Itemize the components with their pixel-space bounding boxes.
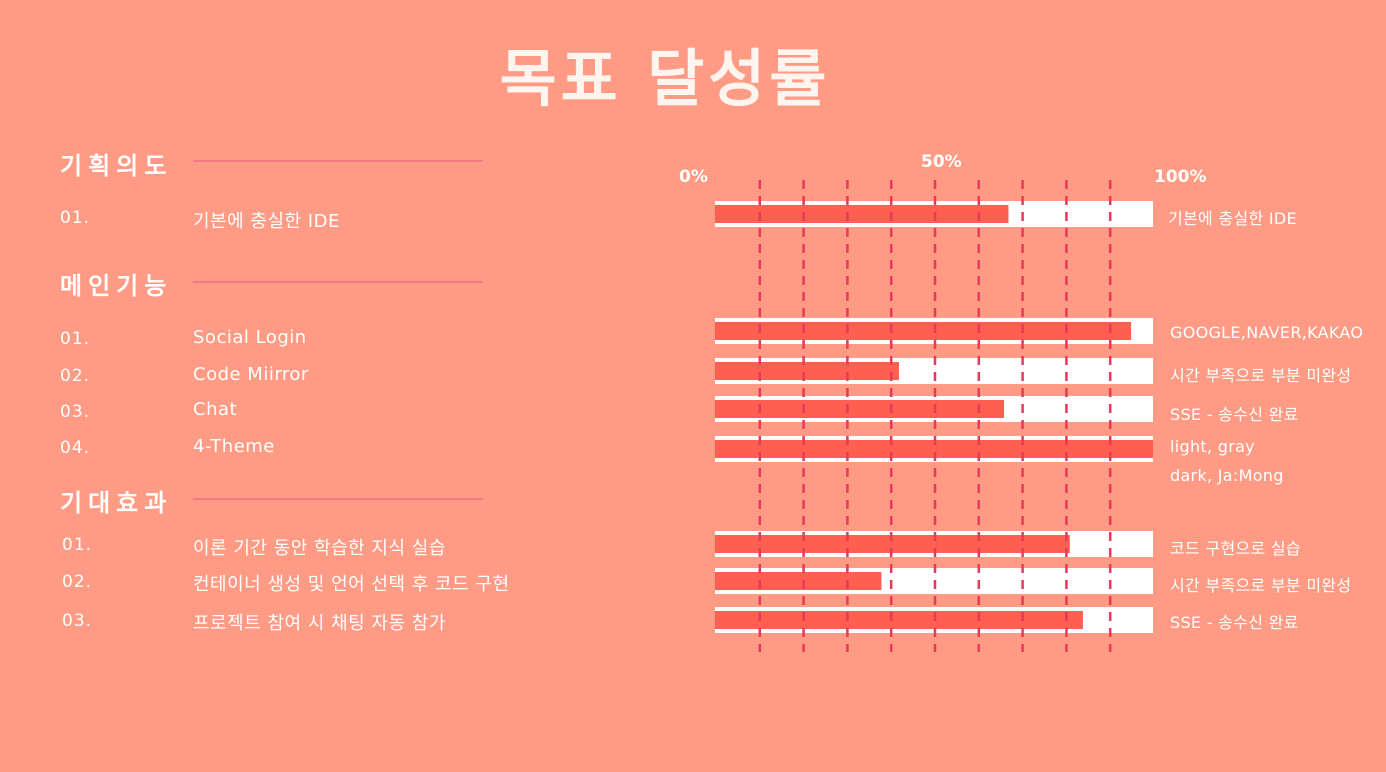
item-number: 03. xyxy=(62,611,93,631)
bar-note: SSE - 송수신 완료 xyxy=(1170,613,1299,632)
section-rule xyxy=(193,281,483,283)
bar-fill xyxy=(715,322,1132,340)
item-number: 01. xyxy=(60,208,91,228)
bar-fill xyxy=(715,572,882,590)
bar-fill xyxy=(715,611,1083,629)
item-label: 4-Theme xyxy=(193,436,275,457)
item-number: 01. xyxy=(60,329,91,349)
tick-label-100: 100% xyxy=(1154,167,1207,187)
item-label: Social Login xyxy=(193,327,307,348)
bar-note: dark, Ja:Mong xyxy=(1170,466,1284,485)
bar-note: 시간 부족으로 부분 미완성 xyxy=(1170,366,1352,385)
bar-fill xyxy=(715,400,1005,418)
item-label: 프로젝트 참여 시 채팅 자동 참가 xyxy=(193,613,446,634)
item-label: Code Miirror xyxy=(193,364,309,385)
section-heading-main-features: 메인기능 xyxy=(60,272,173,300)
section-heading-expected-effects: 기대효과 xyxy=(60,489,173,517)
item-label: Chat xyxy=(193,399,238,420)
item-number: 03. xyxy=(60,402,91,422)
item-number: 02. xyxy=(60,366,91,386)
item-label: 기본에 충실한 IDE xyxy=(193,211,340,232)
item-label: 컨테이너 생성 및 언어 선택 후 코드 구현 xyxy=(193,574,510,595)
section-rule xyxy=(193,498,483,500)
bar-note: 코드 구현으로 실습 xyxy=(1170,539,1301,558)
tick-label-0: 0% xyxy=(679,167,708,187)
bar-fill xyxy=(715,362,899,380)
tick-label-50: 50% xyxy=(921,152,962,172)
bar-note: SSE - 송수신 완료 xyxy=(1170,405,1299,424)
item-number: 01. xyxy=(62,535,93,555)
bar-note: 시간 부족으로 부분 미완성 xyxy=(1170,576,1352,595)
bar-fill xyxy=(715,440,1153,458)
item-number: 02. xyxy=(62,572,93,592)
item-label: 이론 기간 동안 학습한 지식 실습 xyxy=(193,538,446,559)
page-title: 목표 달성률 xyxy=(499,42,831,115)
bar-note: GOOGLE,NAVER,KAKAO xyxy=(1170,323,1364,342)
bar-note: 기본에 충실한 IDE xyxy=(1168,209,1297,228)
bar-note: light, gray xyxy=(1170,437,1255,456)
section-heading-planning: 기획의도 xyxy=(60,152,173,180)
section-rule xyxy=(193,160,483,162)
item-number: 04. xyxy=(60,438,91,458)
